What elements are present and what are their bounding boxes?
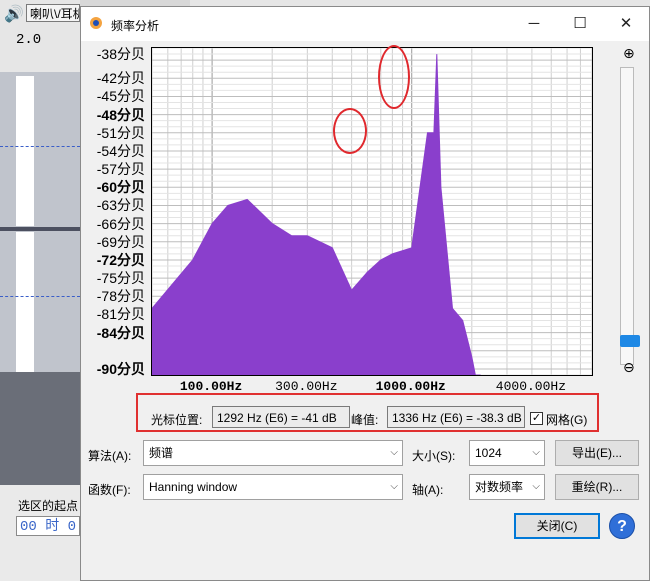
audacity-icon: [90, 17, 102, 29]
y-tick-label: -48分贝: [96, 106, 145, 123]
frequency-analysis-dialog: 频率分析 ─ ☐ ✕ -38分贝 -42分贝 -45分贝 -48分贝 -51分贝 -54分…: [80, 6, 650, 581]
grid-label: 网格(G): [546, 413, 588, 427]
cursor-position-value: 1292 Hz (E6) = -41 dB: [212, 406, 350, 428]
annotation-circle: [378, 45, 410, 109]
chevron-down-icon: ⌵: [390, 447, 398, 458]
selection-start-label: 选区的起点: [18, 499, 79, 513]
replot-button[interactable]: 重绘(R)...: [555, 474, 639, 500]
size-select[interactable]: 1024 ⌵: [469, 440, 545, 466]
x-tick-label: 300.00Hz: [275, 379, 338, 394]
x-tick-label: 4000.00Hz: [495, 379, 567, 394]
track-area[interactable]: [0, 72, 80, 372]
spectrum-chart: [151, 47, 593, 400]
help-button[interactable]: ?: [609, 513, 635, 539]
size-label: 大小(S):: [412, 449, 456, 463]
x-tick-label: 100.00Hz: [179, 379, 243, 394]
export-button[interactable]: 导出(E)...: [555, 440, 639, 466]
cursor-position-label: 光标位置:: [151, 413, 203, 427]
zoom-in-icon[interactable]: ⊕: [623, 45, 635, 61]
y-tick-label: -90分贝: [96, 360, 145, 377]
function-select[interactable]: Hanning window ⌵: [143, 474, 403, 500]
zoom-slider[interactable]: [620, 67, 634, 365]
grid-checkbox[interactable]: ✓: [530, 412, 543, 425]
function-value: Hanning window: [149, 480, 238, 494]
algorithm-label: 算法(A):: [88, 449, 132, 463]
algorithm-select[interactable]: 频谱 ⌵: [143, 440, 403, 466]
readout-highlight-box: [136, 393, 599, 432]
waveform: [0, 296, 80, 298]
y-tick-label: -75分贝: [96, 270, 145, 287]
close-window-button[interactable]: ✕: [619, 15, 633, 32]
y-tick-label: -66分贝: [96, 215, 145, 232]
chevron-down-icon: ⌵: [390, 481, 398, 492]
peak-label: 峰值:: [351, 413, 379, 427]
axis-value: 对数频率: [475, 480, 524, 494]
maximize-button[interactable]: ☐: [573, 15, 587, 32]
y-tick-label: -69分贝: [96, 233, 145, 250]
chevron-down-icon: ⌵: [532, 447, 540, 458]
y-tick-label: -54分贝: [96, 142, 145, 159]
y-tick-label: -60分贝: [96, 179, 145, 196]
y-tick-label: -78分贝: [96, 288, 145, 305]
zoom-slider-thumb[interactable]: [620, 335, 640, 347]
selection-start-time[interactable]: 00 时 0: [16, 516, 80, 536]
x-tick-label: 1000.00Hz: [375, 379, 446, 394]
y-tick-label: -42分贝: [96, 70, 145, 87]
waveform: [0, 146, 80, 148]
annotation-circle: [333, 108, 367, 154]
track-lane: [16, 232, 34, 372]
y-tick-label: -57分贝: [96, 161, 145, 178]
track-lane: [16, 76, 34, 226]
output-device-select[interactable]: 喇叭\/耳机: [26, 4, 80, 22]
dialog-title: 频率分析: [111, 19, 160, 33]
track-separator: [0, 227, 80, 231]
y-tick-label: -81分贝: [96, 306, 145, 323]
y-tick-label: -84分贝: [96, 324, 145, 341]
speaker-icon: 🔊: [4, 6, 24, 23]
chevron-down-icon: ⌵: [532, 481, 540, 492]
y-tick-label: -38分贝: [96, 46, 145, 63]
y-tick-label: -51分贝: [96, 124, 145, 141]
spectrum-plot[interactable]: [151, 47, 593, 400]
size-value: 1024: [475, 446, 502, 460]
peak-value: 1336 Hz (E6) = -38.3 dB: [387, 406, 525, 428]
y-tick-label: -45分贝: [96, 88, 145, 105]
function-label: 函数(F):: [88, 483, 131, 497]
title-bar[interactable]: 频率分析 ─ ☐ ✕: [81, 7, 649, 41]
spectrum-area: [151, 54, 481, 400]
close-button[interactable]: 关闭(C): [514, 513, 600, 539]
minimize-button[interactable]: ─: [528, 15, 540, 32]
y-tick-label: -63分贝: [96, 197, 145, 214]
zoom-out-icon[interactable]: ⊖: [623, 359, 635, 375]
algorithm-value: 频谱: [149, 446, 174, 460]
y-tick-label: -72分贝: [96, 251, 145, 268]
axis-label: 轴(A):: [412, 483, 444, 497]
timeline-ruler-value: 2.0: [16, 32, 42, 48]
axis-select[interactable]: 对数频率 ⌵: [469, 474, 545, 500]
